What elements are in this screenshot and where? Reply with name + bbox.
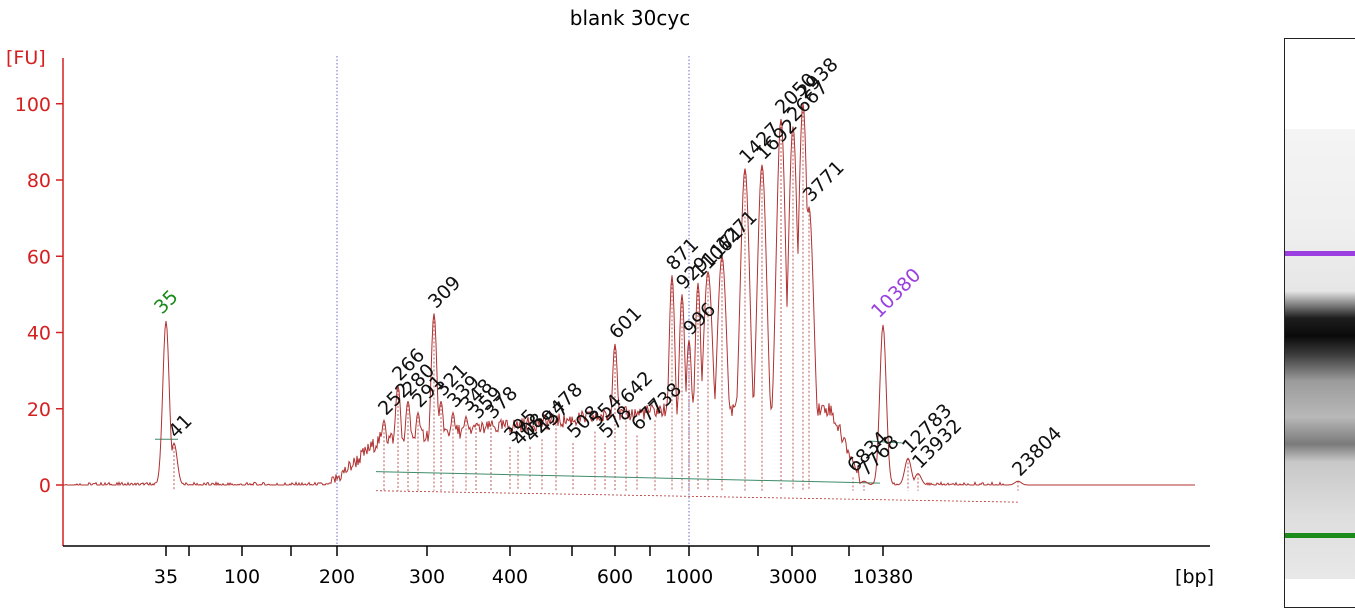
peak-label: 41 (164, 410, 197, 443)
y-tick-label: 100 (15, 94, 51, 116)
x-tick-label: 35 (154, 566, 178, 588)
marker-label: 10380 (867, 264, 925, 322)
y-tick-label: 0 (39, 475, 51, 497)
gel-lane (1284, 38, 1355, 608)
marker-label: 35 (150, 286, 183, 319)
fluorescence-trace (63, 103, 1195, 487)
lower-integration-line (375, 490, 1019, 503)
integration-baseline (375, 471, 881, 484)
x-tick-label: 600 (597, 566, 633, 588)
x-axis-label: [bp] (1175, 566, 1214, 588)
chart-title: blank 30cyc (569, 6, 691, 30)
gel-smear (1285, 129, 1355, 579)
y-tick-label: 40 (27, 323, 51, 345)
marker-baseline (869, 440, 906, 444)
x-tick-label: 200 (319, 566, 355, 588)
x-tick-label: 3000 (769, 566, 817, 588)
y-tick-label: 20 (27, 399, 51, 421)
gel-lower-marker-band (1285, 533, 1355, 538)
x-tick-label: 300 (409, 566, 445, 588)
gel-upper-marker-band (1285, 251, 1355, 256)
x-tick-label: 100 (224, 566, 260, 588)
y-tick-label: 80 (27, 170, 51, 192)
peak-label: 996 (679, 298, 720, 339)
peak-label: 23804 (1008, 422, 1066, 480)
peak-label: 309 (424, 272, 465, 313)
x-tick-label: 1000 (665, 566, 713, 588)
y-tick-label: 60 (27, 246, 51, 268)
y-axis-label: [FU] (6, 47, 46, 69)
x-tick-label: 10380 (853, 566, 913, 588)
x-tick-label: 400 (492, 566, 528, 588)
peak-label: 601 (605, 302, 646, 343)
electropherogram-chart: 0 20 40 60 80 100 [FU] 35 100 200 300 400 600 1000 300… (6, 47, 1214, 588)
